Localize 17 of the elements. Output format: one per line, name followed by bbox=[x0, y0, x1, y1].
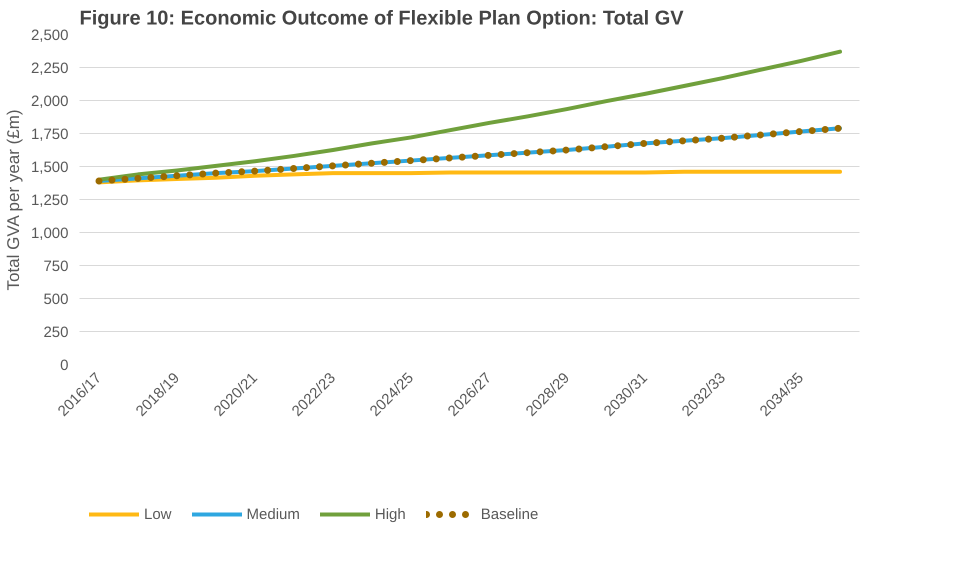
y-tick-label: 1,750 bbox=[30, 126, 69, 143]
legend-label: Medium bbox=[246, 506, 300, 522]
legend-label: Low bbox=[144, 506, 172, 522]
y-tick-label: 750 bbox=[43, 258, 69, 275]
y-tick-label: 250 bbox=[43, 324, 69, 341]
legend-label: High bbox=[374, 506, 406, 522]
chart-title: Figure 10: Economic Outcome of Flexible Plan Option: Total GV bbox=[80, 8, 684, 30]
y-axis-title: Total GVA per year (£m) bbox=[4, 109, 23, 291]
y-tick-label: 2,250 bbox=[30, 60, 69, 77]
y-tick-label: 0 bbox=[60, 357, 68, 374]
legend-label: Baseline bbox=[480, 506, 538, 522]
y-tick-label: 2,500 bbox=[30, 27, 69, 44]
y-tick-label: 2,000 bbox=[30, 93, 69, 110]
y-tick-label: 1,250 bbox=[30, 192, 69, 209]
y-tick-label: 500 bbox=[43, 291, 69, 308]
y-tick-label: 1,000 bbox=[30, 225, 69, 242]
y-tick-label: 1,500 bbox=[30, 159, 69, 176]
